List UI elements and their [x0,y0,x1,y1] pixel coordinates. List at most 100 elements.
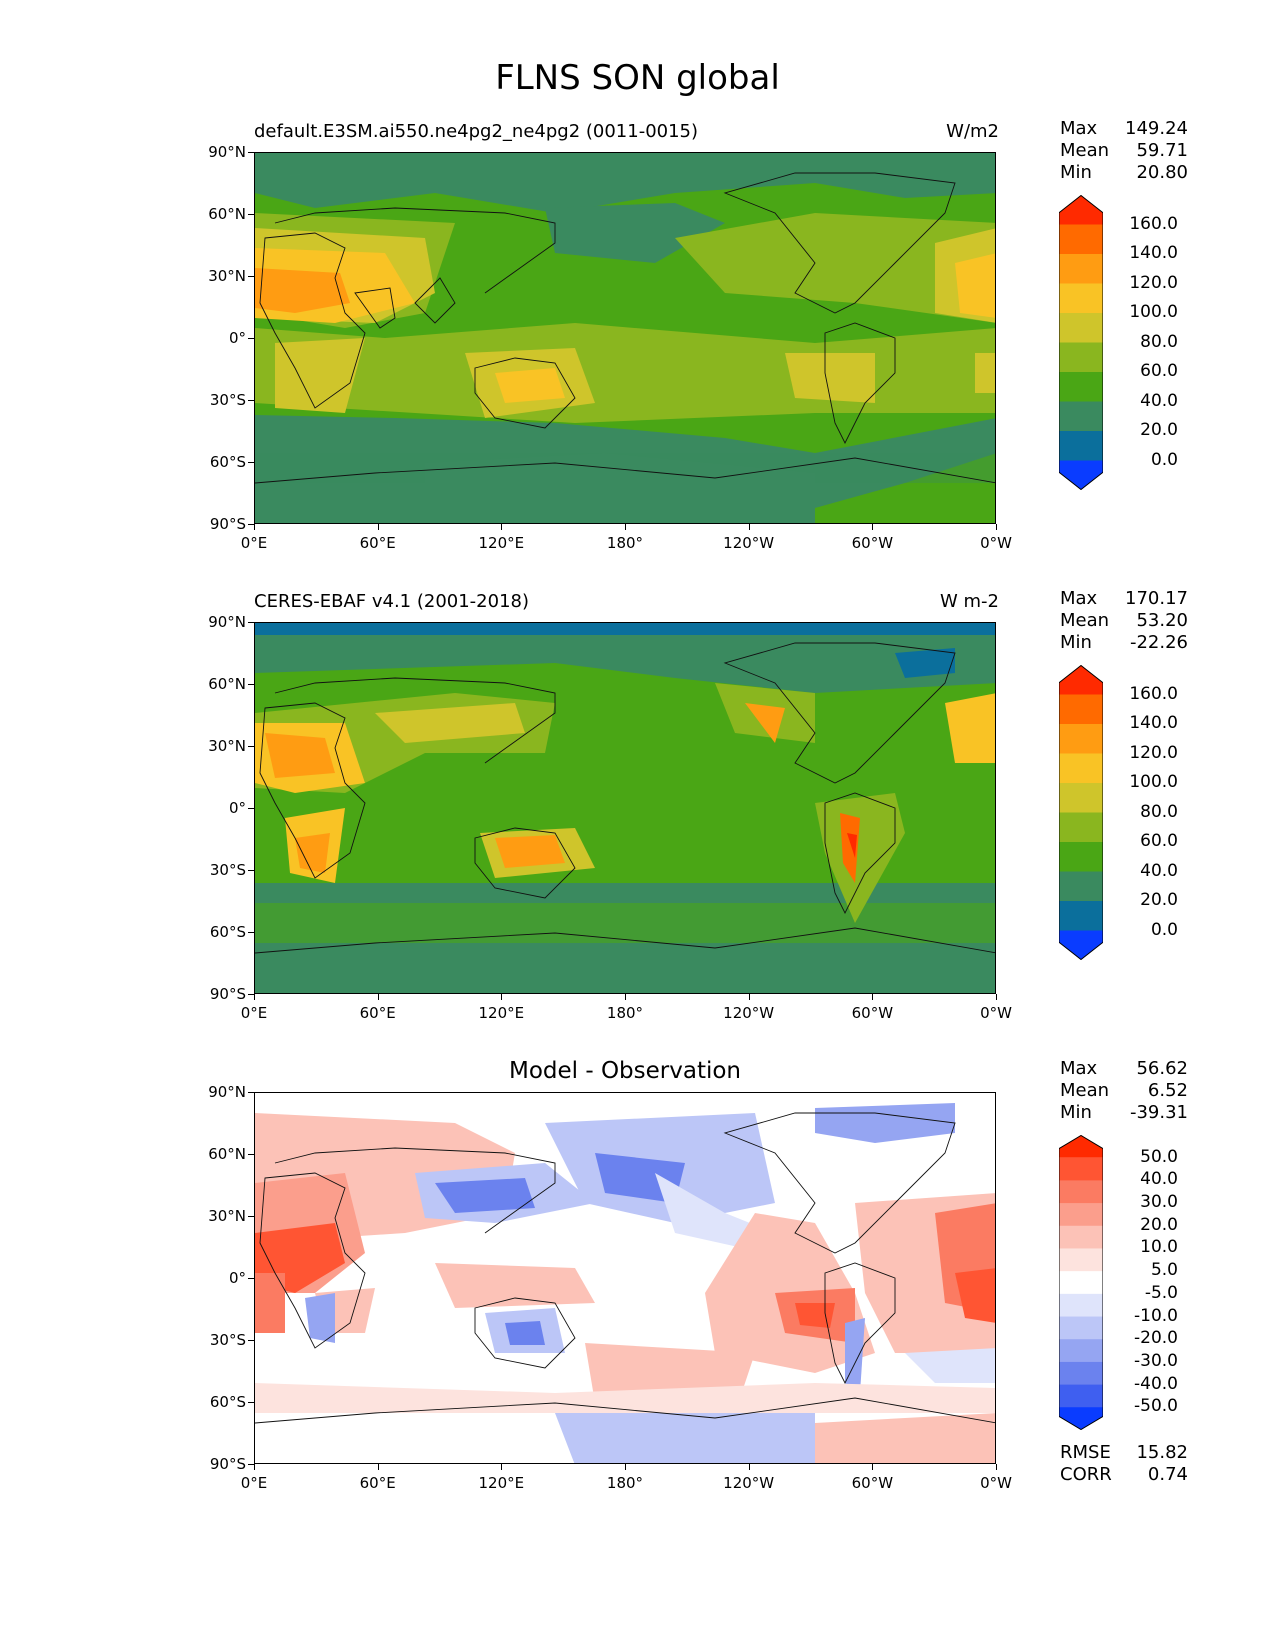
lon-tick-label: 60°W [851,534,894,552]
lon-tick-mark [501,994,503,1000]
lat-tick-mark [248,152,254,153]
colorbar-label: 0.0 [1150,919,1178,940]
stat-value: 56.62 [1136,1058,1188,1079]
colorbar-swatch [1059,224,1103,255]
lat-tick-mark [248,276,254,277]
colorbar-swatch [1059,1293,1103,1318]
lon-tick-mark [254,524,255,530]
colorbar-label: 80.0 [1140,801,1178,822]
colorbar-label: 40.0 [1140,1169,1178,1190]
lon-tick-mark [377,524,379,530]
colorbar-swatch [1059,283,1103,314]
colorbar-label: 40.0 [1140,390,1178,411]
stat-label: Min [1060,632,1092,653]
colorbar-swatch [1059,1248,1103,1272]
lon-tick-label: 0°W [980,1004,1012,1022]
colorbar [1058,1134,1104,1431]
colorbar-label: 30.0 [1140,1192,1178,1213]
colorbar-swatch [1059,783,1103,813]
lon-tick-label: 60°E [359,1474,396,1492]
lat-tick-label: 30°S [209,861,246,879]
lon-tick-mark [996,1464,997,1470]
stat-row: Max 56.62 [1060,1058,1188,1080]
stats-block: Max 170.17 Mean 53.20 Min -22.26 [1060,588,1188,654]
stat-label: Max [1060,118,1098,139]
colorbar-label: 40.0 [1140,860,1178,881]
colorbar-swatch [1059,842,1103,872]
lat-tick-label: 30°S [209,391,246,409]
lon-tick-mark [872,994,874,1000]
lat-tick-mark [248,1154,254,1155]
colorbar-swatch [1059,1135,1103,1158]
lon-tick-label: 60°E [359,534,396,552]
stat-value: 59.71 [1136,140,1188,161]
colorbar-label: 120.0 [1129,742,1178,763]
colorbar-swatch [1059,1407,1103,1430]
colorbar-label: 20.0 [1140,890,1178,910]
lon-tick-mark [625,524,626,530]
metric-value: 0.74 [1147,1464,1188,1485]
lon-tick-mark [377,1464,379,1470]
lat-tick-mark [248,338,254,339]
metric-label: CORR [1060,1464,1112,1485]
colorbar-swatch [1059,1225,1103,1249]
colorbar-label: 100.0 [1129,302,1178,322]
stat-value: 170.17 [1125,588,1188,609]
lat-tick-label: 30°S [209,1331,246,1349]
lat-tick-label: 60°S [209,1393,246,1411]
stat-label: Min [1060,1102,1092,1123]
lon-tick-mark [501,524,503,530]
lon-tick-label: 60°W [851,1474,894,1492]
lat-tick-label: 60°S [209,453,246,471]
stat-row: Min -39.31 [1060,1102,1188,1124]
colorbar-svg [1058,194,1104,491]
colorbar-label: 160.0 [1129,213,1178,234]
stat-value: -22.26 [1129,632,1188,653]
lat-tick-mark [248,994,254,995]
colorbar-swatch [1059,665,1103,695]
lat-tick-label: 90°S [209,1455,246,1473]
panel1-units: W/m2 [946,121,999,142]
lon-tick-mark [254,994,255,1000]
colorbar-label: -40.0 [1134,1373,1178,1394]
lat-tick-label: 90°N [208,1083,246,1101]
lon-tick-mark [872,1464,874,1470]
lon-tick-mark [748,1464,750,1470]
lat-tick-mark [248,932,254,933]
lat-tick-mark [248,684,254,685]
colorbar-swatch [1059,901,1103,931]
colorbar-swatch [1059,195,1103,225]
lon-tick-label: 60°E [359,1004,396,1022]
lat-tick-label: 90°S [209,985,246,1003]
colorbar-svg [1058,664,1104,961]
panel1-title-left: default.E3SM.ai550.ne4pg2_ne4pg2 (0011-0… [254,121,699,142]
colorbar-label: -50.0 [1134,1396,1178,1417]
colorbar-label: 50.0 [1140,1146,1178,1167]
stat-value: 20.80 [1136,162,1188,183]
colorbar-swatch [1059,1157,1103,1181]
colorbar-label: 140.0 [1129,243,1178,263]
lat-tick-mark [248,808,254,809]
lat-tick-label: 30°N [208,267,246,285]
lon-tick-label: 0°W [980,534,1012,552]
stat-label: Min [1060,162,1092,183]
colorbar-label: -20.0 [1134,1328,1178,1349]
lat-tick-label: 60°N [208,675,246,693]
colorbar-label: 120.0 [1129,272,1178,293]
colorbar-label: 100.0 [1129,772,1178,792]
colorbar-swatch [1059,694,1103,725]
lon-tick-mark [501,1464,503,1470]
lat-tick-mark [248,1402,254,1403]
lat-tick-mark [248,1464,254,1465]
lon-tick-mark [996,524,997,530]
colorbar-label: 140.0 [1129,713,1178,733]
colorbar-label: 10.0 [1140,1237,1178,1258]
lat-tick-label: 60°N [208,1145,246,1163]
lon-tick-label: 120°W [723,1004,775,1022]
metric-label: RMSE [1060,1442,1111,1463]
lon-tick-label: 0°E [240,1004,268,1022]
colorbar-label: -10.0 [1134,1305,1178,1326]
lat-tick-label: 60°S [209,923,246,941]
lon-tick-mark [625,1464,626,1470]
panel2-units: W m-2 [939,591,999,612]
